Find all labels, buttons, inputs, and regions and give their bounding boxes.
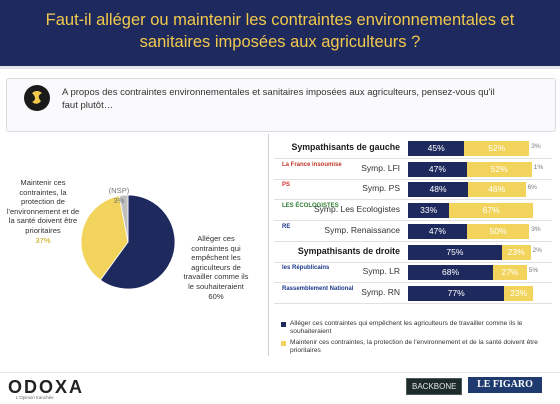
page-title: Faut-il alléger ou maintenir les contrai…: [45, 11, 515, 51]
bar-category-label: Symp. Renaissance: [324, 225, 400, 235]
bar-value-nsp: 5%: [528, 267, 539, 274]
bar-value-nsp: 1%: [533, 164, 544, 171]
bar-value-label: 52%: [490, 164, 508, 174]
bar-value-nsp: 3%: [531, 143, 541, 150]
bar-row: Symp. Renaissance RE 47% 50% 3%: [274, 224, 558, 242]
party-logo-ps: PS: [282, 182, 291, 188]
party-logo-lfi: La France insoumise: [282, 162, 342, 168]
question-box: [6, 78, 556, 132]
bar-segment-alleger: [408, 141, 465, 156]
bar-category-label: Symp. Les Ecologistes: [314, 204, 400, 214]
bar-value-nsp: 6%: [527, 184, 537, 191]
row-separator: [274, 282, 552, 283]
row-separator: [274, 241, 552, 242]
question-text: A propos des contraintes environnemental…: [62, 87, 495, 111]
bar-segment-alleger: [408, 245, 502, 260]
bar-segment-alleger: [408, 203, 450, 218]
bar-segment-alleger: [408, 224, 467, 239]
party-logo-ren: RE: [282, 224, 291, 230]
bar-category-label: Symp. LFI: [361, 163, 400, 173]
legend-text-alleger: Alléger ces contraintes qui empêchent le…: [290, 320, 523, 336]
pie-label-alleger-text: Alléger ces contraintes qui empêchent le…: [183, 234, 249, 291]
bar-category-label: Sympathisants de gauche: [291, 142, 400, 152]
bar-segment-maintenir: [466, 162, 532, 177]
row-separator: [274, 179, 552, 180]
row-separator: [274, 220, 552, 221]
bar-value-label: 33%: [420, 205, 438, 215]
bar-row: Sympathisants de gauche 45% 52% 3%: [274, 141, 558, 159]
row-separator: [274, 199, 552, 200]
bar-segment-alleger: [408, 182, 468, 197]
bar-category-label: Symp. LR: [362, 266, 400, 276]
row-separator: [274, 303, 552, 304]
bar-category-label: Symp. RN: [361, 287, 400, 297]
odoxa-logo: ODOXA: [8, 377, 85, 397]
header-banner: Faut-il alléger ou maintenir les contrai…: [0, 0, 560, 66]
pie-label-maintenir-text: Maintenir ces contraintes, la protection…: [6, 178, 80, 235]
legend-swatch-yellow: [281, 341, 286, 346]
bar-value-label: 23%: [510, 288, 528, 298]
party-logo-eco: LES ÉCOLOGISTES: [282, 203, 339, 209]
pie-label-nsp-text: (NSP): [108, 186, 130, 195]
bar-value-nsp: 2%: [532, 247, 542, 254]
row-separator: [274, 262, 552, 263]
pie-slice-alleger: [99, 194, 176, 290]
bar-row: Sympathisants de droite 75% 23% 2%: [274, 245, 558, 263]
bar-row: Symp. RN Rassemblement National 77% 23%: [274, 286, 558, 304]
bar-segment-alleger: [408, 162, 467, 177]
bar-segment-alleger: [408, 286, 505, 301]
pie-label-maintenir: Maintenir ces contraintes, la protection…: [6, 178, 80, 245]
bar-row: Symp. LFI La France insoumise 47% 52% 1%: [274, 162, 558, 180]
bar-value-label: 48%: [429, 184, 447, 194]
bar-value-label: 47%: [428, 164, 446, 174]
pie-label-alleger: Alléger ces contraintes qui empêchent le…: [180, 234, 252, 301]
pie-value-nsp: 3%: [113, 195, 125, 205]
bar-value-label: 46%: [488, 184, 506, 194]
bar-value-label: 27%: [501, 267, 519, 277]
bar-category-label: Symp. PS: [362, 183, 400, 193]
bar-value-label: 75%: [446, 247, 464, 257]
footer-divider: [0, 372, 560, 373]
bar-segment-alleger: [408, 265, 493, 280]
bar-value-label: 50%: [489, 226, 507, 236]
pie-label-nsp: (NSP) 3%: [104, 186, 134, 205]
pie-value-alleger: 60%: [208, 291, 224, 301]
bar-value-label: 67%: [482, 205, 500, 215]
legend-item-maintenir: Maintenir ces contraintes, la protection…: [281, 339, 552, 356]
bar-row: Symp. LR les Républicains 68% 27% 5%: [274, 265, 558, 283]
party-logo-lr: les Républicains: [282, 265, 330, 271]
bar-row: Symp. PS PS 48% 46% 6%: [274, 182, 558, 200]
header-divider: [0, 66, 560, 69]
legend-swatch-navy: [281, 322, 286, 327]
bar-value-label: 23%: [507, 247, 525, 257]
bar-value-label: 68%: [441, 267, 459, 277]
pie-chart: [80, 194, 176, 290]
bar-category-label: Sympathisants de droite: [297, 246, 400, 256]
bar-segment-maintenir: [493, 265, 527, 280]
bar-segment-maintenir: [504, 286, 533, 301]
bar-segment-maintenir: [449, 203, 533, 218]
bar-value-label: 45%: [427, 143, 445, 153]
bar-segment-maintenir: [464, 141, 530, 156]
bar-segment-maintenir: [501, 245, 531, 260]
odoxa-mark-icon: [24, 85, 50, 111]
backbone-logo: BACKBONE: [406, 378, 463, 395]
bar-value-label: 77%: [447, 288, 465, 298]
bar-value-nsp: 3%: [531, 226, 541, 233]
bar-segment-maintenir: [466, 224, 530, 239]
bar-value-label: 47%: [428, 226, 446, 236]
le-figaro-logo: LE FIGARO: [468, 377, 542, 393]
legend-item-alleger: Alléger ces contraintes qui empêchent le…: [281, 320, 552, 337]
legend-text-maintenir: Maintenir ces contraintes, la protection…: [290, 339, 538, 355]
odoxa-tagline: L'Opinion tranchée: [16, 395, 54, 400]
column-divider: [268, 134, 269, 356]
pie-slice-nsp: [118, 194, 129, 243]
row-separator: [274, 158, 552, 159]
party-logo-rn: Rassemblement National: [282, 286, 354, 292]
pie-value-maintenir: 37%: [35, 235, 51, 245]
bar-row: Symp. Les Ecologistes LES ÉCOLOGISTES 33% 6…: [274, 203, 558, 221]
bar-segment-maintenir: [468, 182, 526, 197]
bar-value-label: 52%: [488, 143, 506, 153]
pie-slice-maintenir: [80, 195, 129, 281]
